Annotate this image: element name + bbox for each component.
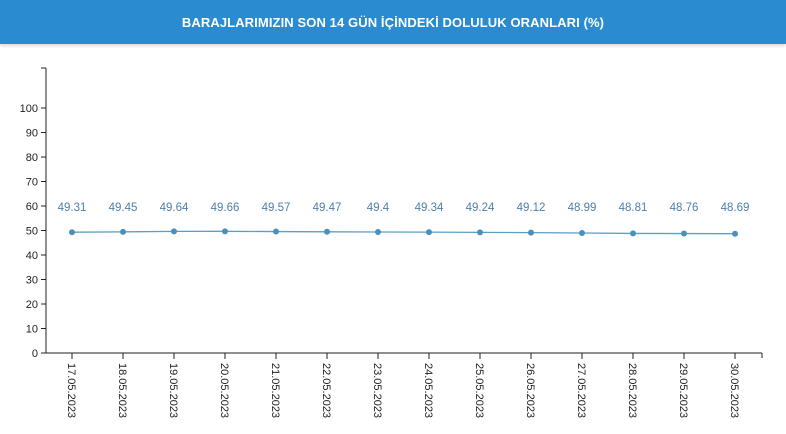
data-label: 49.64 (160, 202, 189, 214)
data-label: 49.66 (211, 202, 240, 214)
data-point[interactable] (375, 228, 381, 235)
data-label: 49.34 (415, 202, 444, 214)
data-point[interactable] (477, 229, 483, 236)
data-point[interactable] (222, 228, 228, 235)
y-tick-label: 90 (26, 128, 38, 140)
y-tick-label: 50 (26, 226, 38, 238)
x-tick-label: 29.05.2023 (677, 363, 689, 418)
data-label: 49.57 (262, 202, 291, 214)
chart-axes: 0 10 20 30 40 50 60 70 80 90 100 17.05.2023 18.05.20… (20, 67, 763, 418)
data-point[interactable] (528, 229, 534, 236)
data-point[interactable] (630, 230, 636, 237)
chart-title: BARAJLARIMIZIN SON 14 GÜN İÇİNDEKİ DOLUL… (181, 14, 605, 30)
data-label: 49.31 (58, 202, 87, 214)
data-point[interactable] (273, 228, 279, 235)
x-tick-label: 24.05.2023 (422, 363, 434, 418)
data-point[interactable] (732, 230, 738, 237)
data-label: 49.47 (313, 202, 342, 214)
x-tick-label: 17.05.2023 (65, 363, 77, 418)
data-point[interactable] (324, 228, 330, 235)
x-tick-label: 21.05.2023 (269, 363, 281, 418)
data-point[interactable] (579, 229, 585, 236)
x-tick-label: 19.05.2023 (167, 363, 179, 418)
y-tick-label: 70 (26, 177, 38, 189)
data-label: 48.99 (568, 202, 597, 214)
y-tick-label: 80 (26, 152, 38, 164)
data-point[interactable] (69, 229, 75, 236)
data-label: 48.69 (721, 202, 750, 214)
x-tick-label: 26.05.2023 (524, 363, 536, 418)
x-tick-label: 22.05.2023 (320, 363, 332, 418)
x-tick-label: 30.05.2023 (728, 363, 740, 418)
x-tick-label: 25.05.2023 (473, 363, 485, 418)
series-line (71, 230, 736, 235)
x-tick-label: 27.05.2023 (575, 363, 587, 418)
data-label: 49.12 (517, 202, 546, 214)
x-tick-label: 28.05.2023 (626, 363, 638, 418)
data-label: 49.24 (466, 202, 495, 214)
data-label: 49.4 (367, 202, 390, 214)
y-tick-label: 0 (32, 348, 38, 360)
y-tick-label: 100 (20, 103, 38, 115)
data-point[interactable] (681, 230, 687, 237)
y-tick-label: 40 (26, 250, 38, 262)
chart-data-labels: 49.31 49.45 49.64 49.66 49.57 49.47 49.4 49.34 4… (58, 202, 750, 214)
line-chart: 0 10 20 30 40 50 60 70 80 90 100 17.05.2023 18.05.20… (20, 67, 763, 418)
data-point[interactable] (120, 228, 126, 235)
x-tick-label: 23.05.2023 (371, 363, 383, 418)
data-label: 49.45 (109, 202, 138, 214)
chart-header: BARAJLARIMIZIN SON 14 GÜN İÇİNDEKİ DOLUL… (0, 0, 786, 44)
y-tick-label: 60 (26, 201, 38, 213)
data-label: 48.81 (619, 202, 648, 214)
data-point[interactable] (171, 228, 177, 235)
y-tick-label: 30 (26, 275, 38, 287)
x-tick-label: 18.05.2023 (116, 363, 128, 418)
y-tick-label: 20 (26, 299, 38, 311)
x-tick-label: 20.05.2023 (218, 363, 230, 418)
y-tick-label: 10 (26, 324, 38, 336)
data-point[interactable] (426, 229, 432, 236)
data-label: 48.76 (670, 202, 699, 214)
chart-series (69, 228, 738, 237)
